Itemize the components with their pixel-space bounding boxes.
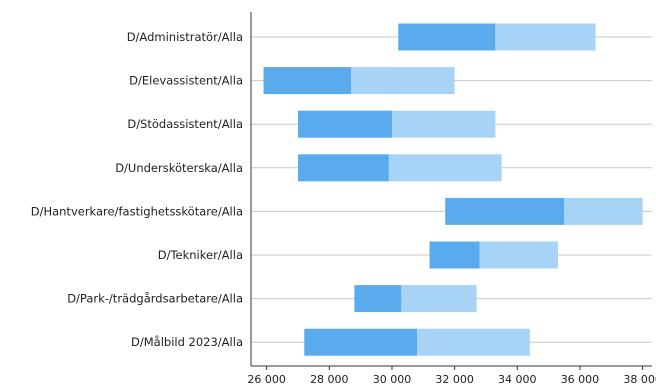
axes	[250, 12, 652, 370]
bar-upper-segment	[479, 241, 559, 269]
category-label: D/Målbild 2023/Alla	[131, 335, 243, 349]
bar-lower-segment	[429, 241, 480, 269]
x-tick-label: 36 000	[561, 373, 600, 386]
x-tick-labels: 26 000 28 000 30 000 32 000 34 000 36 000 38 0…	[247, 373, 656, 386]
category-label: D/Park-/trädgårdsarbetare/Alla	[67, 292, 243, 306]
category-label: D/Elevassistent/Alla	[129, 74, 243, 88]
bar-lower-segment	[398, 23, 496, 51]
bar-upper-segment	[388, 154, 502, 182]
bar-lower-segment	[354, 285, 402, 313]
bar-lower-segment	[304, 328, 418, 356]
x-tick-label: 26 000	[247, 373, 286, 386]
bar-upper-segment	[564, 197, 643, 225]
category-label: D/Stödassistent/Alla	[127, 117, 243, 131]
bar-lower-segment	[297, 154, 389, 182]
x-tick-label: 32 000	[435, 373, 474, 386]
x-tick-label: 38 000	[623, 373, 656, 386]
x-tick-label: 30 000	[373, 373, 412, 386]
bar-upper-segment	[351, 67, 455, 95]
category-label: D/Hantverkare/fastighetsskötare/Alla	[31, 204, 243, 218]
x-tick-label: 28 000	[310, 373, 349, 386]
category-label: D/Tekniker/Alla	[158, 248, 243, 262]
bar-upper-segment	[401, 285, 477, 313]
bar-upper-segment	[495, 23, 596, 51]
x-tick-label: 34 000	[498, 373, 537, 386]
bar-lower-segment	[263, 67, 352, 95]
category-labels: D/Administratör/Alla D/Elevassistent/Alla…	[31, 30, 243, 349]
bars	[263, 23, 643, 356]
category-label: D/Undersköterska/Alla	[115, 161, 243, 175]
bar-upper-segment	[417, 328, 530, 356]
bar-lower-segment	[445, 197, 565, 225]
category-label: D/Administratör/Alla	[127, 30, 243, 44]
bar-lower-segment	[297, 110, 392, 138]
bar-upper-segment	[391, 110, 496, 138]
